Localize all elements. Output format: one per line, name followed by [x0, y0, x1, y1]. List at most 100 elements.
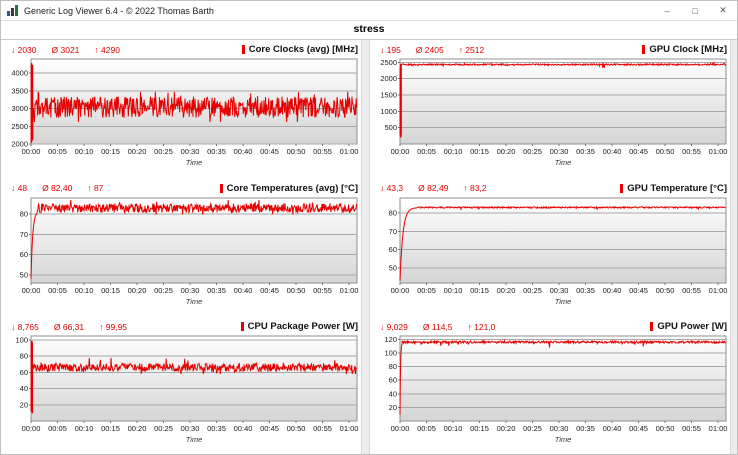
chart-title-text: CPU Package Power [W]	[247, 321, 358, 333]
chart-stats: ↓ 195 Ø 2405 ↑ 2512	[376, 45, 484, 55]
chart-gpu-power: ↓ 9,029 Ø 114,5 ↑ 121,0 GPU Power [W] 20 40 60…	[370, 317, 730, 454]
svg-text:01:00: 01:00	[340, 424, 359, 433]
svg-text:00:05: 00:05	[48, 147, 67, 156]
svg-text:00:00: 00:00	[391, 147, 410, 156]
svg-text:Time: Time	[186, 435, 203, 444]
stat-max: ↑ 2512	[458, 44, 485, 55]
svg-text:00:45: 00:45	[260, 286, 279, 295]
minimize-button[interactable]: –	[664, 5, 670, 16]
chart-title-text: GPU Temperature [°C]	[627, 182, 727, 194]
svg-text:40: 40	[389, 390, 397, 399]
svg-text:00:00: 00:00	[391, 286, 410, 295]
column-splitter[interactable]	[361, 178, 370, 318]
title-bar[interactable]: Generic Log Viewer 6.4 - © 2022 Thomas B…	[1, 1, 737, 21]
stat-min: ↓ 9,029	[380, 321, 408, 332]
svg-text:00:50: 00:50	[656, 286, 675, 295]
window-controls: – □ ✕	[653, 1, 737, 20]
svg-text:00:35: 00:35	[207, 424, 226, 433]
svg-text:00:20: 00:20	[497, 424, 516, 433]
svg-text:70: 70	[389, 226, 397, 235]
series-line	[30, 63, 358, 143]
svg-text:00:35: 00:35	[576, 286, 595, 295]
chart-plot[interactable]: 20 40 60 80 100 00:00 00:05 00:10 00:15 00:20 00:2…	[7, 333, 359, 454]
svg-text:00:40: 00:40	[603, 286, 622, 295]
close-button[interactable]: ✕	[719, 5, 727, 15]
column-splitter[interactable]	[730, 178, 737, 318]
chart-plot[interactable]: 50 60 70 80 00:00 00:05 00:10 00:15 00:20 00:25 00…	[376, 195, 728, 316]
legend-swatch	[642, 45, 646, 54]
app-icon	[7, 5, 19, 16]
svg-text:80: 80	[389, 208, 397, 217]
svg-text:00:50: 00:50	[287, 147, 306, 156]
svg-text:500: 500	[384, 123, 397, 132]
chart-stats: ↓ 48 Ø 82,40 ↑ 87	[7, 183, 103, 193]
tab-strip: stress	[1, 21, 737, 40]
svg-text:00:20: 00:20	[128, 424, 147, 433]
maximize-button[interactable]: □	[692, 5, 698, 16]
column-splitter[interactable]	[361, 40, 370, 179]
svg-text:00:25: 00:25	[523, 424, 542, 433]
tab-stress[interactable]: stress	[353, 23, 385, 35]
svg-text:00:50: 00:50	[287, 286, 306, 295]
svg-text:00:30: 00:30	[550, 147, 569, 156]
stat-avg: Ø 3021	[51, 44, 80, 55]
svg-text:00:40: 00:40	[603, 147, 622, 156]
svg-text:00:25: 00:25	[523, 147, 542, 156]
svg-text:00:25: 00:25	[154, 424, 173, 433]
svg-text:00:20: 00:20	[128, 147, 147, 156]
chart-title-text: Core Temperatures (avg) [°C]	[226, 182, 358, 194]
chart-title: GPU Clock [MHz]	[642, 44, 727, 55]
svg-text:00:00: 00:00	[22, 424, 41, 433]
svg-text:00:15: 00:15	[470, 147, 489, 156]
stat-min: ↓ 2030	[11, 44, 37, 55]
column-splitter[interactable]	[361, 317, 370, 454]
svg-text:00:35: 00:35	[576, 424, 595, 433]
stat-max: ↑ 4290	[94, 44, 120, 55]
svg-text:60: 60	[20, 250, 28, 259]
svg-text:60: 60	[389, 376, 397, 385]
chart-title: Core Temperatures (avg) [°C]	[219, 182, 358, 194]
svg-text:00:50: 00:50	[656, 424, 675, 433]
chart-stats: ↓ 8,765 Ø 66,31 ↑ 99,95	[7, 322, 127, 332]
charts-grid: ↓ 2030 Ø 3021 ↑ 4290 Core Clocks (avg) [MHz…	[1, 40, 737, 454]
svg-text:100: 100	[384, 349, 397, 358]
svg-text:00:35: 00:35	[207, 147, 226, 156]
chart-plot[interactable]: 500 1000 1500 2000 2500 00:00 00:05 00:10 00:15 0…	[376, 56, 728, 177]
svg-text:00:30: 00:30	[181, 147, 200, 156]
svg-text:80: 80	[20, 352, 28, 361]
chart-plot[interactable]: 2000 2500 3000 3500 4000 00:00 00:05 00:10 00:15…	[7, 56, 359, 177]
svg-text:00:55: 00:55	[682, 424, 701, 433]
svg-text:00:50: 00:50	[656, 147, 675, 156]
svg-text:00:30: 00:30	[550, 286, 569, 295]
svg-text:00:40: 00:40	[234, 424, 253, 433]
svg-text:00:35: 00:35	[576, 147, 595, 156]
svg-text:00:20: 00:20	[497, 286, 516, 295]
svg-text:60: 60	[20, 368, 28, 377]
column-splitter[interactable]	[730, 40, 737, 179]
svg-text:00:40: 00:40	[603, 424, 622, 433]
svg-text:00:25: 00:25	[523, 286, 542, 295]
chart-header: ↓ 195 Ø 2405 ↑ 2512 GPU Clock [MHz]	[376, 43, 730, 56]
chart-plot[interactable]: 20 40 60 80 100 120 00:00 00:05 00:10 00:15 00:20 0…	[376, 333, 728, 454]
svg-text:00:10: 00:10	[444, 286, 463, 295]
svg-text:00:05: 00:05	[417, 147, 436, 156]
chart-title: GPU Temperature [°C]	[620, 183, 727, 194]
chart-plot[interactable]: 50 60 70 80 00:00 00:05 00:10 00:15 00:20 00:25 00…	[7, 195, 359, 316]
svg-text:3500: 3500	[11, 86, 28, 95]
svg-text:00:15: 00:15	[470, 286, 489, 295]
series-line	[399, 339, 726, 416]
chart-title-text: GPU Clock [MHz]	[649, 44, 727, 55]
svg-text:00:10: 00:10	[444, 147, 463, 156]
column-splitter[interactable]	[730, 317, 737, 454]
svg-text:00:15: 00:15	[101, 424, 120, 433]
svg-text:00:55: 00:55	[313, 286, 332, 295]
svg-text:Time: Time	[186, 297, 203, 306]
chart-stats: ↓ 9,029 Ø 114,5 ↑ 121,0	[376, 322, 495, 332]
chart-core-clocks: ↓ 2030 Ø 3021 ↑ 4290 Core Clocks (avg) [MHz…	[1, 40, 361, 179]
svg-text:4000: 4000	[11, 69, 28, 78]
chart-header: ↓ 9,029 Ø 114,5 ↑ 121,0 GPU Power [W]	[376, 320, 730, 333]
svg-text:00:05: 00:05	[417, 286, 436, 295]
svg-text:01:00: 01:00	[709, 424, 728, 433]
svg-text:00:10: 00:10	[75, 147, 94, 156]
svg-text:2000: 2000	[11, 140, 28, 149]
